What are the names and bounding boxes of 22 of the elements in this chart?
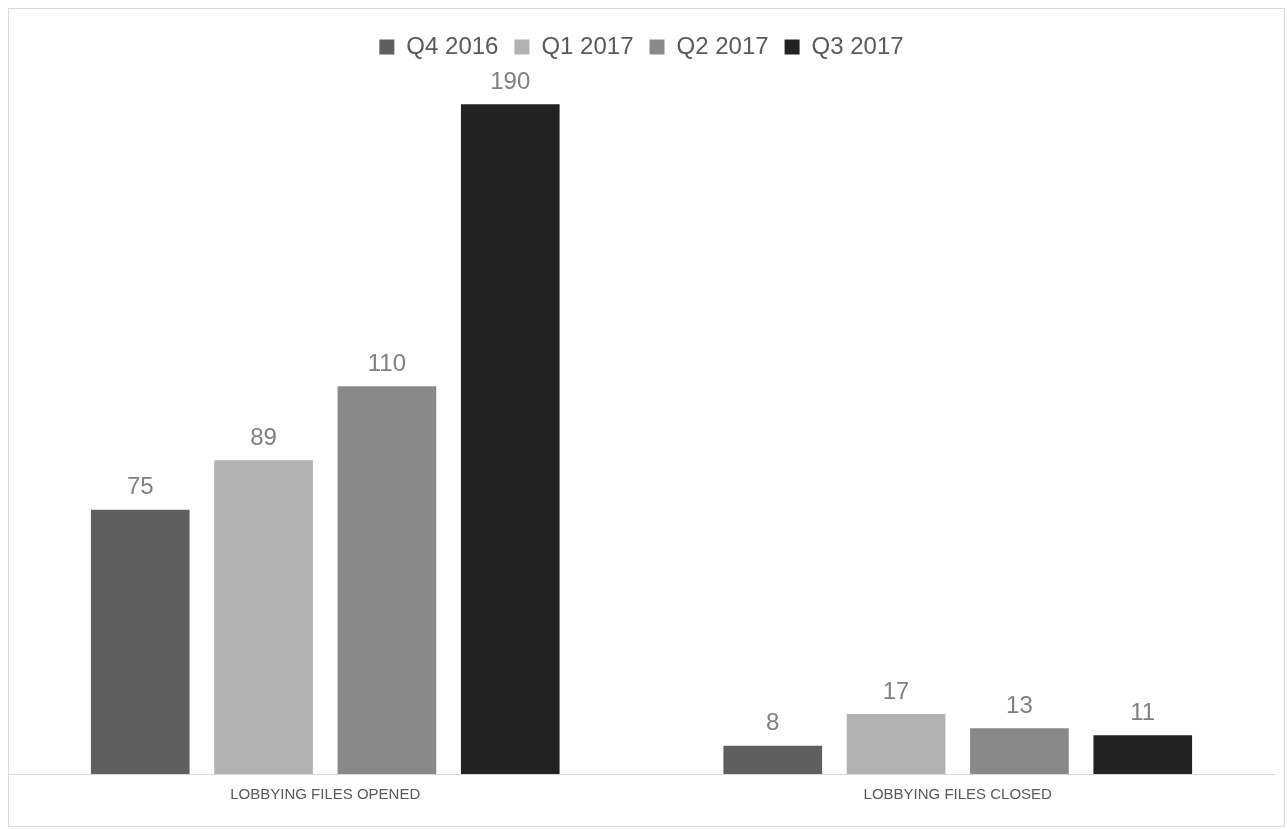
data-label: 11 <box>1130 697 1156 725</box>
legend-label: Q2 2017 <box>676 31 769 59</box>
legend-label: Q4 2016 <box>406 31 499 59</box>
bar <box>970 728 1069 774</box>
data-label: 190 <box>490 66 531 94</box>
data-label: 17 <box>882 676 910 704</box>
bar <box>723 745 823 774</box>
legend-label: Q1 2017 <box>541 31 634 59</box>
bar <box>214 460 313 774</box>
data-label: 8 <box>766 708 780 736</box>
bar <box>90 509 190 774</box>
data-label: 110 <box>367 348 407 376</box>
bar <box>460 104 560 774</box>
x-tick-label: LOBBYING FILES OPENED <box>230 785 421 803</box>
legend-label: Q3 2017 <box>811 31 904 59</box>
data-label: 89 <box>250 422 277 450</box>
data-label: 13 <box>1006 690 1033 718</box>
bar <box>1093 735 1193 774</box>
data-label: 75 <box>126 472 154 500</box>
x-tick-label: LOBBYING FILES CLOSED <box>863 785 1053 803</box>
bar <box>846 714 946 774</box>
bar <box>337 386 437 774</box>
